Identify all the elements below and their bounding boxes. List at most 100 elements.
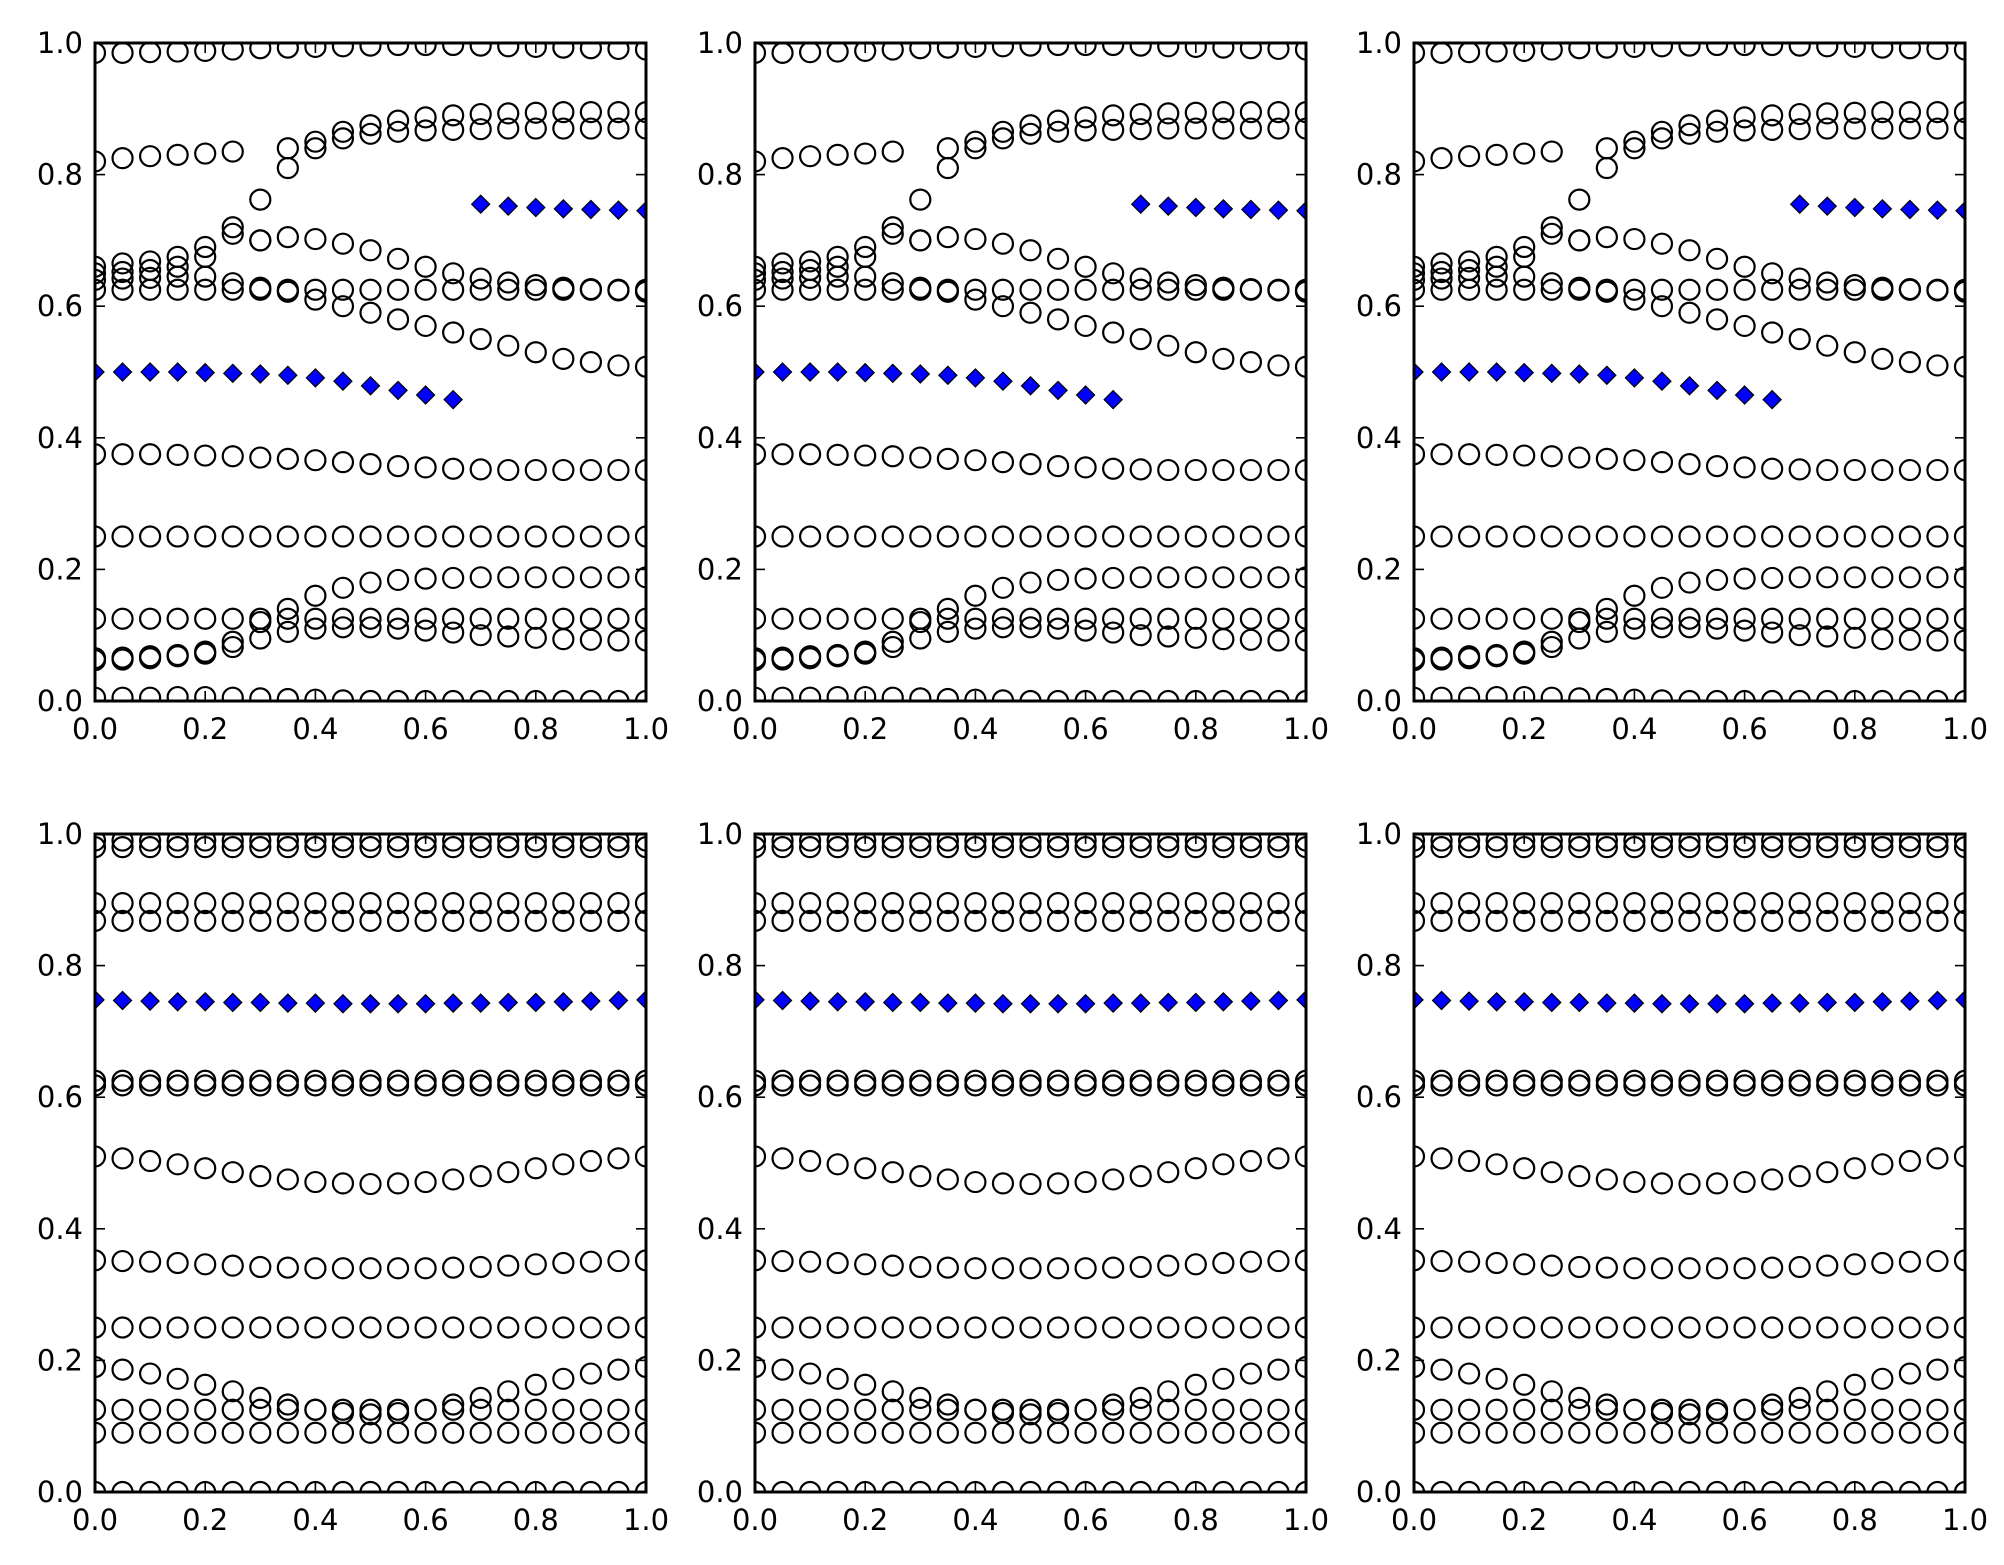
circle-point (139, 1069, 162, 1092)
circle-point (414, 1069, 437, 1092)
circle-point (1953, 909, 1965, 932)
circle-point (771, 686, 794, 701)
circle-point (1485, 1480, 1508, 1492)
circle-point (1074, 119, 1097, 142)
circle-point (359, 278, 382, 301)
diamond-point (1900, 991, 1920, 1011)
circle-point (1074, 278, 1097, 301)
circle-point (1485, 645, 1508, 668)
circle-point (1705, 1257, 1729, 1280)
circle-point (1157, 836, 1180, 859)
diamond-point (965, 368, 986, 388)
y-tick-label: 0.8 (37, 158, 83, 192)
circle-point (442, 607, 465, 630)
circle-point (414, 43, 437, 57)
circle-point (1926, 100, 1949, 124)
circle-point (1898, 834, 1921, 852)
circle-point (854, 278, 877, 301)
circle-point (798, 1250, 822, 1273)
circle-point (414, 1421, 437, 1444)
circle-point (909, 1480, 932, 1492)
circle-point (1074, 1257, 1097, 1280)
circle-point (1102, 262, 1125, 285)
circle-point (1595, 620, 1618, 644)
circle-point (826, 1153, 849, 1176)
circle-point (909, 525, 932, 548)
circle-point (221, 216, 244, 239)
circle-point (139, 1480, 162, 1492)
circle-point (1761, 43, 1784, 57)
circle-point (771, 1358, 794, 1381)
circle-point (1953, 43, 1965, 61)
y-tick-label: 0.0 (37, 684, 83, 718)
circle-point (579, 566, 603, 589)
circle-point (771, 443, 794, 466)
circle-point (1212, 891, 1235, 915)
circle-point (579, 1069, 603, 1092)
circle-point (826, 607, 849, 630)
circle-point (111, 1069, 134, 1092)
circle-point (579, 1316, 603, 1339)
circle-point (469, 118, 492, 141)
circle-point (442, 909, 465, 932)
circle-point (1184, 834, 1207, 852)
circle-point (1540, 525, 1563, 548)
circle-point (1788, 458, 1811, 481)
circle-point (1568, 1480, 1591, 1492)
circle-point (1540, 1074, 1563, 1097)
axes-frame (93, 41, 648, 703)
circle-point (854, 265, 877, 288)
circle-point (1788, 102, 1811, 126)
circle-point (964, 1069, 987, 1092)
circle-point (1816, 834, 1839, 852)
circle-point (1267, 1069, 1290, 1092)
circle-point (552, 607, 575, 630)
circle-point (1414, 836, 1426, 859)
circle-point (386, 1398, 410, 1421)
circle-point (359, 1398, 382, 1421)
circle-point (634, 1074, 646, 1097)
circle-point (936, 836, 959, 859)
circle-point (1623, 227, 1646, 251)
circle-point (1485, 265, 1508, 288)
x-tick-label: 0.8 (1173, 712, 1219, 746)
y-tick-label: 0.2 (697, 552, 743, 586)
circle-point (524, 909, 547, 932)
circle-point (634, 607, 646, 630)
circle-point (1871, 1367, 1894, 1390)
circle-point (386, 909, 410, 932)
circle-point (1485, 525, 1508, 548)
circle-point (386, 689, 410, 701)
x-tick-label: 1.0 (1942, 1503, 1988, 1537)
circle-point (552, 458, 575, 482)
circle-point (771, 1421, 794, 1444)
circle-point (1157, 891, 1180, 915)
circle-point (1184, 101, 1207, 124)
circle-point (1843, 274, 1866, 297)
circle-point (276, 1074, 299, 1097)
circle-point (909, 687, 932, 701)
circle-point (1513, 142, 1536, 165)
circle-point (1761, 1421, 1784, 1444)
circle-point (1678, 689, 1701, 701)
circle-point (497, 1161, 520, 1184)
diamond-point (1075, 993, 1096, 1014)
circle-point (1239, 628, 1263, 651)
circle-point (881, 607, 904, 630)
circle-point (414, 119, 437, 142)
circle-point (1430, 1421, 1453, 1444)
circle-point (249, 834, 272, 852)
circle-point (936, 1393, 959, 1416)
y-tick-label: 0.8 (1356, 949, 1402, 983)
circle-point (414, 1074, 437, 1097)
circle-point (139, 525, 162, 548)
circle-point (552, 1421, 575, 1444)
circle-point (1871, 458, 1894, 482)
circle-point (386, 454, 410, 478)
circle-point (497, 1480, 520, 1492)
circle-point (304, 1257, 327, 1280)
circle-point (1046, 909, 1070, 932)
circle-point (1898, 909, 1922, 932)
circle-point (1623, 1069, 1646, 1092)
circle-point (798, 647, 822, 670)
